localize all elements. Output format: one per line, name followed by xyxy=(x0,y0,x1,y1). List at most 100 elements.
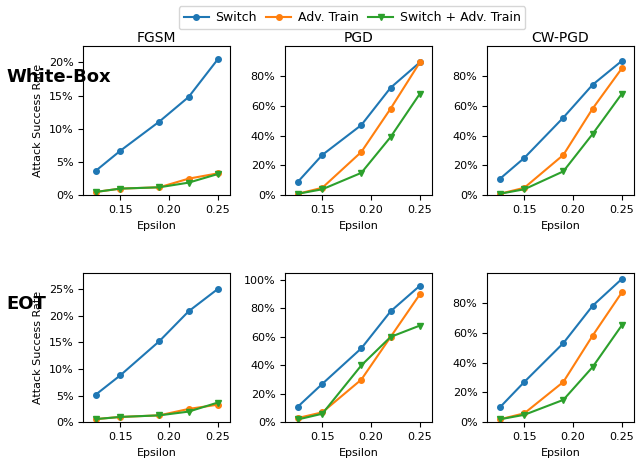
Switch + Adv. Train xyxy=(589,364,596,370)
Switch xyxy=(116,148,124,154)
Adv. Train xyxy=(185,176,193,181)
Adv. Train xyxy=(156,413,163,418)
Switch xyxy=(185,308,193,314)
Adv. Train xyxy=(520,185,528,190)
Switch xyxy=(618,58,626,64)
Switch + Adv. Train xyxy=(618,322,626,328)
Switch + Adv. Train xyxy=(185,180,193,185)
Y-axis label: Attack Success Rate: Attack Success Rate xyxy=(33,291,43,404)
X-axis label: Epsilon: Epsilon xyxy=(540,448,580,458)
X-axis label: Epsilon: Epsilon xyxy=(339,220,378,230)
Line: Adv. Train: Adv. Train xyxy=(295,291,422,421)
Line: Switch + Adv. Train: Switch + Adv. Train xyxy=(93,400,221,422)
Switch + Adv. Train xyxy=(618,91,626,96)
Switch + Adv. Train xyxy=(214,400,221,405)
Switch + Adv. Train xyxy=(416,323,424,328)
Switch + Adv. Train xyxy=(92,189,100,195)
Switch xyxy=(319,152,326,158)
Line: Adv. Train: Adv. Train xyxy=(497,290,625,422)
Adv. Train xyxy=(559,379,567,385)
Adv. Train xyxy=(358,377,365,382)
Switch xyxy=(496,176,504,182)
Switch + Adv. Train xyxy=(214,171,221,177)
Line: Adv. Train: Adv. Train xyxy=(93,171,221,195)
Line: Switch: Switch xyxy=(93,286,221,397)
Switch + Adv. Train xyxy=(319,411,326,416)
X-axis label: Epsilon: Epsilon xyxy=(339,448,378,458)
Switch + Adv. Train xyxy=(294,191,301,196)
Switch xyxy=(294,404,301,409)
Adv. Train xyxy=(294,415,301,421)
Switch + Adv. Train xyxy=(559,168,567,174)
Switch xyxy=(214,286,221,291)
Y-axis label: Attack Success Rate: Attack Success Rate xyxy=(33,64,43,177)
Line: Switch: Switch xyxy=(93,56,221,174)
Adv. Train xyxy=(520,410,528,416)
Adv. Train xyxy=(416,291,424,297)
Line: Adv. Train: Adv. Train xyxy=(295,60,422,196)
X-axis label: Epsilon: Epsilon xyxy=(136,220,177,230)
Adv. Train xyxy=(496,191,504,196)
Line: Switch: Switch xyxy=(497,276,625,410)
Switch xyxy=(416,283,424,288)
Switch + Adv. Train xyxy=(358,363,365,368)
Adv. Train xyxy=(559,152,567,158)
Switch + Adv. Train xyxy=(387,334,394,340)
Adv. Train xyxy=(358,149,365,155)
Adv. Train xyxy=(294,191,301,196)
Switch + Adv. Train xyxy=(496,191,504,196)
Adv. Train xyxy=(618,66,626,71)
Adv. Train xyxy=(618,290,626,295)
Adv. Train xyxy=(589,106,596,112)
Adv. Train xyxy=(116,186,124,191)
Line: Switch: Switch xyxy=(497,58,625,182)
Adv. Train xyxy=(387,334,394,340)
Switch xyxy=(387,85,394,90)
Switch + Adv. Train xyxy=(358,170,365,176)
X-axis label: Epsilon: Epsilon xyxy=(540,220,580,230)
Switch + Adv. Train xyxy=(559,397,567,403)
Adv. Train xyxy=(92,416,100,422)
Switch xyxy=(92,168,100,174)
Switch xyxy=(156,119,163,124)
Adv. Train xyxy=(496,416,504,422)
Switch xyxy=(496,404,504,410)
Switch + Adv. Train xyxy=(520,412,528,418)
Adv. Train xyxy=(214,171,221,176)
Adv. Train xyxy=(387,106,394,112)
Line: Switch: Switch xyxy=(295,60,422,185)
Switch xyxy=(358,122,365,128)
Title: FGSM: FGSM xyxy=(137,31,176,45)
Adv. Train xyxy=(416,60,424,65)
Line: Switch + Adv. Train: Switch + Adv. Train xyxy=(295,323,422,422)
Line: Adv. Train: Adv. Train xyxy=(93,402,221,422)
Adv. Train xyxy=(156,185,163,190)
Adv. Train xyxy=(589,333,596,338)
Switch xyxy=(294,179,301,185)
Line: Adv. Train: Adv. Train xyxy=(497,66,625,196)
Adv. Train xyxy=(92,189,100,195)
Line: Switch + Adv. Train: Switch + Adv. Train xyxy=(497,91,625,196)
Switch + Adv. Train xyxy=(496,416,504,422)
Switch xyxy=(319,381,326,386)
Switch + Adv. Train xyxy=(319,186,326,192)
Switch + Adv. Train xyxy=(92,416,100,422)
Adv. Train xyxy=(319,409,326,415)
Line: Switch + Adv. Train: Switch + Adv. Train xyxy=(497,322,625,422)
Switch xyxy=(116,373,124,378)
Text: EOT: EOT xyxy=(6,295,46,313)
Switch xyxy=(618,276,626,282)
Line: Switch: Switch xyxy=(295,283,422,409)
Title: PGD: PGD xyxy=(344,31,373,45)
Switch + Adv. Train xyxy=(520,186,528,192)
Switch xyxy=(185,94,193,100)
Switch xyxy=(156,338,163,344)
Switch xyxy=(520,379,528,385)
Switch xyxy=(358,346,365,351)
Adv. Train xyxy=(319,185,326,190)
Switch + Adv. Train xyxy=(416,91,424,96)
Text: White-Box: White-Box xyxy=(6,68,111,86)
Switch xyxy=(92,392,100,397)
Switch xyxy=(416,60,424,65)
Switch + Adv. Train xyxy=(589,131,596,137)
